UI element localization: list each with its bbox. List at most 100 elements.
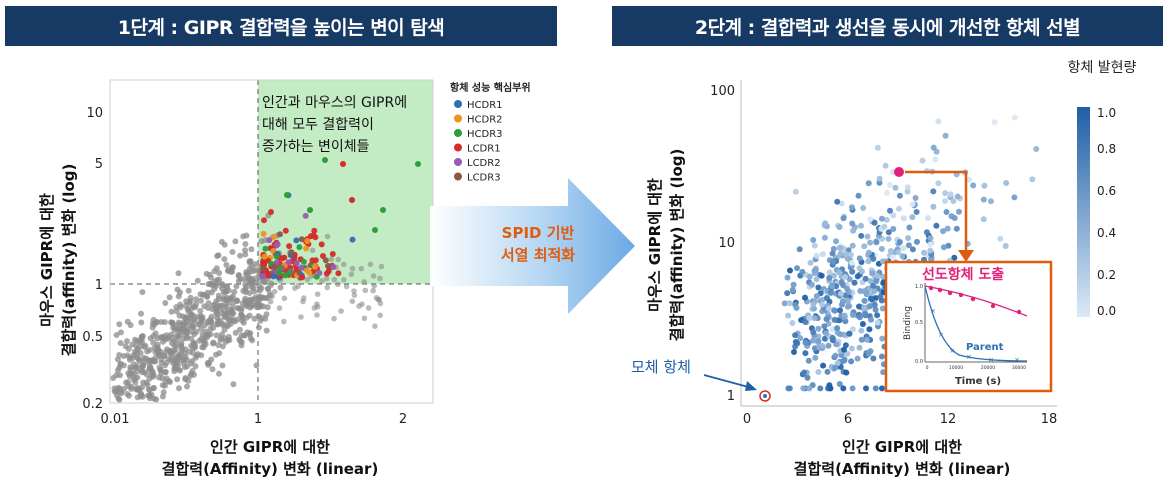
antibody-point [874, 273, 881, 279]
variant-point [232, 329, 239, 336]
antibody-point [879, 335, 886, 342]
variant-point-lcdr3 [325, 262, 331, 269]
x-axis-label-line-2: 결합력(Affinity) 변화 (linear) [794, 460, 1011, 478]
antibody-point [834, 198, 841, 205]
antibody-point [849, 385, 856, 392]
variant-point [158, 359, 165, 366]
y-axis-label-line-1: 마우스 GIPR에 대한 [38, 193, 56, 327]
antibody-point [878, 353, 885, 360]
antibody-point [905, 235, 912, 242]
antibody-point [873, 239, 880, 246]
antibody-point [944, 225, 951, 232]
variant-point [125, 383, 132, 390]
arrow-label-line-2: 서열 최적화 [501, 246, 575, 264]
variant-point [146, 347, 153, 353]
variant-point [205, 300, 212, 307]
variant-point-lcdr1 [260, 261, 267, 268]
y-tick-label: 0.2 [82, 397, 103, 412]
y-axis-label-line-1: 마우스 GIPR에 대한 [646, 178, 664, 312]
variant-point [132, 364, 139, 371]
variant-point-lcdr2 [266, 237, 273, 244]
variant-point [242, 241, 249, 247]
parent-antibody-point [763, 394, 767, 398]
antibody-point [970, 182, 977, 189]
antibody-point [881, 223, 888, 230]
variant-point [264, 304, 271, 311]
variant-point [201, 337, 208, 344]
variant-point [166, 294, 173, 301]
antibody-point [787, 267, 793, 274]
variant-point [168, 308, 175, 315]
antibody-point [876, 175, 883, 182]
variant-point [224, 337, 231, 344]
variant-point [115, 395, 122, 402]
variant-point [148, 391, 155, 398]
variant-point [139, 363, 146, 370]
antibody-point [879, 385, 885, 392]
variant-point [187, 373, 194, 379]
variant-point [181, 350, 188, 357]
antibody-point [841, 312, 848, 319]
variant-point [246, 312, 253, 319]
antibody-point [921, 249, 927, 256]
antibody-point [815, 369, 822, 375]
antibody-point [781, 300, 788, 307]
variant-point-lcdr1 [325, 268, 332, 275]
inset-box [884, 260, 1053, 393]
variant-point [116, 321, 123, 328]
antibody-point [900, 245, 907, 252]
antibody-point [878, 245, 885, 252]
antibody-point [927, 235, 934, 241]
variant-point [181, 328, 188, 335]
antibody-point [846, 330, 853, 337]
variant-point [130, 376, 137, 383]
y-tick-label: 100 [710, 84, 735, 99]
antibody-point [830, 272, 837, 279]
variant-point [213, 265, 220, 272]
variant-point [209, 366, 216, 373]
variant-point [221, 256, 228, 263]
variant-point [266, 290, 273, 296]
variant-point [341, 261, 347, 268]
antibody-point [859, 268, 865, 275]
antibody-point [855, 192, 862, 199]
variant-point [214, 311, 221, 318]
variant-point-outlier [284, 192, 290, 198]
colorbar-tick-label: 0.6 [1097, 184, 1116, 198]
variant-point [114, 367, 121, 374]
variant-point [154, 348, 161, 355]
variant-point [362, 287, 369, 294]
variant-point [242, 286, 249, 292]
variant-point [238, 305, 245, 312]
variant-point [194, 277, 201, 284]
antibody-point [844, 350, 851, 357]
lead-antibody-point [894, 167, 904, 177]
antibody-point [849, 259, 855, 266]
variant-point [149, 320, 156, 327]
antibody-point [933, 222, 940, 229]
variant-point [193, 296, 200, 303]
antibody-point [837, 250, 844, 257]
lead-binding-point [947, 290, 953, 296]
inset-y-label: Binding [903, 306, 913, 340]
antibody-point [980, 196, 987, 203]
lead-callout-line [905, 170, 968, 252]
variant-point [185, 287, 192, 294]
antibody-point [856, 314, 863, 321]
variant-point [140, 379, 147, 386]
inset-y-tick-label: 0.5 [915, 320, 923, 326]
lead-binding-point [937, 287, 943, 293]
antibody-point [887, 207, 893, 214]
y-tick-label: 1 [727, 389, 735, 404]
variant-point [217, 337, 224, 343]
variant-point [184, 383, 190, 390]
variant-point [370, 273, 377, 279]
variant-point-lcdr3 [322, 257, 329, 264]
antibody-point [871, 302, 878, 308]
variant-point [192, 316, 198, 323]
variant-point [174, 376, 181, 383]
variant-point [216, 350, 223, 357]
antibody-point [909, 214, 916, 221]
variant-point [132, 336, 138, 343]
antibody-point [836, 224, 843, 230]
